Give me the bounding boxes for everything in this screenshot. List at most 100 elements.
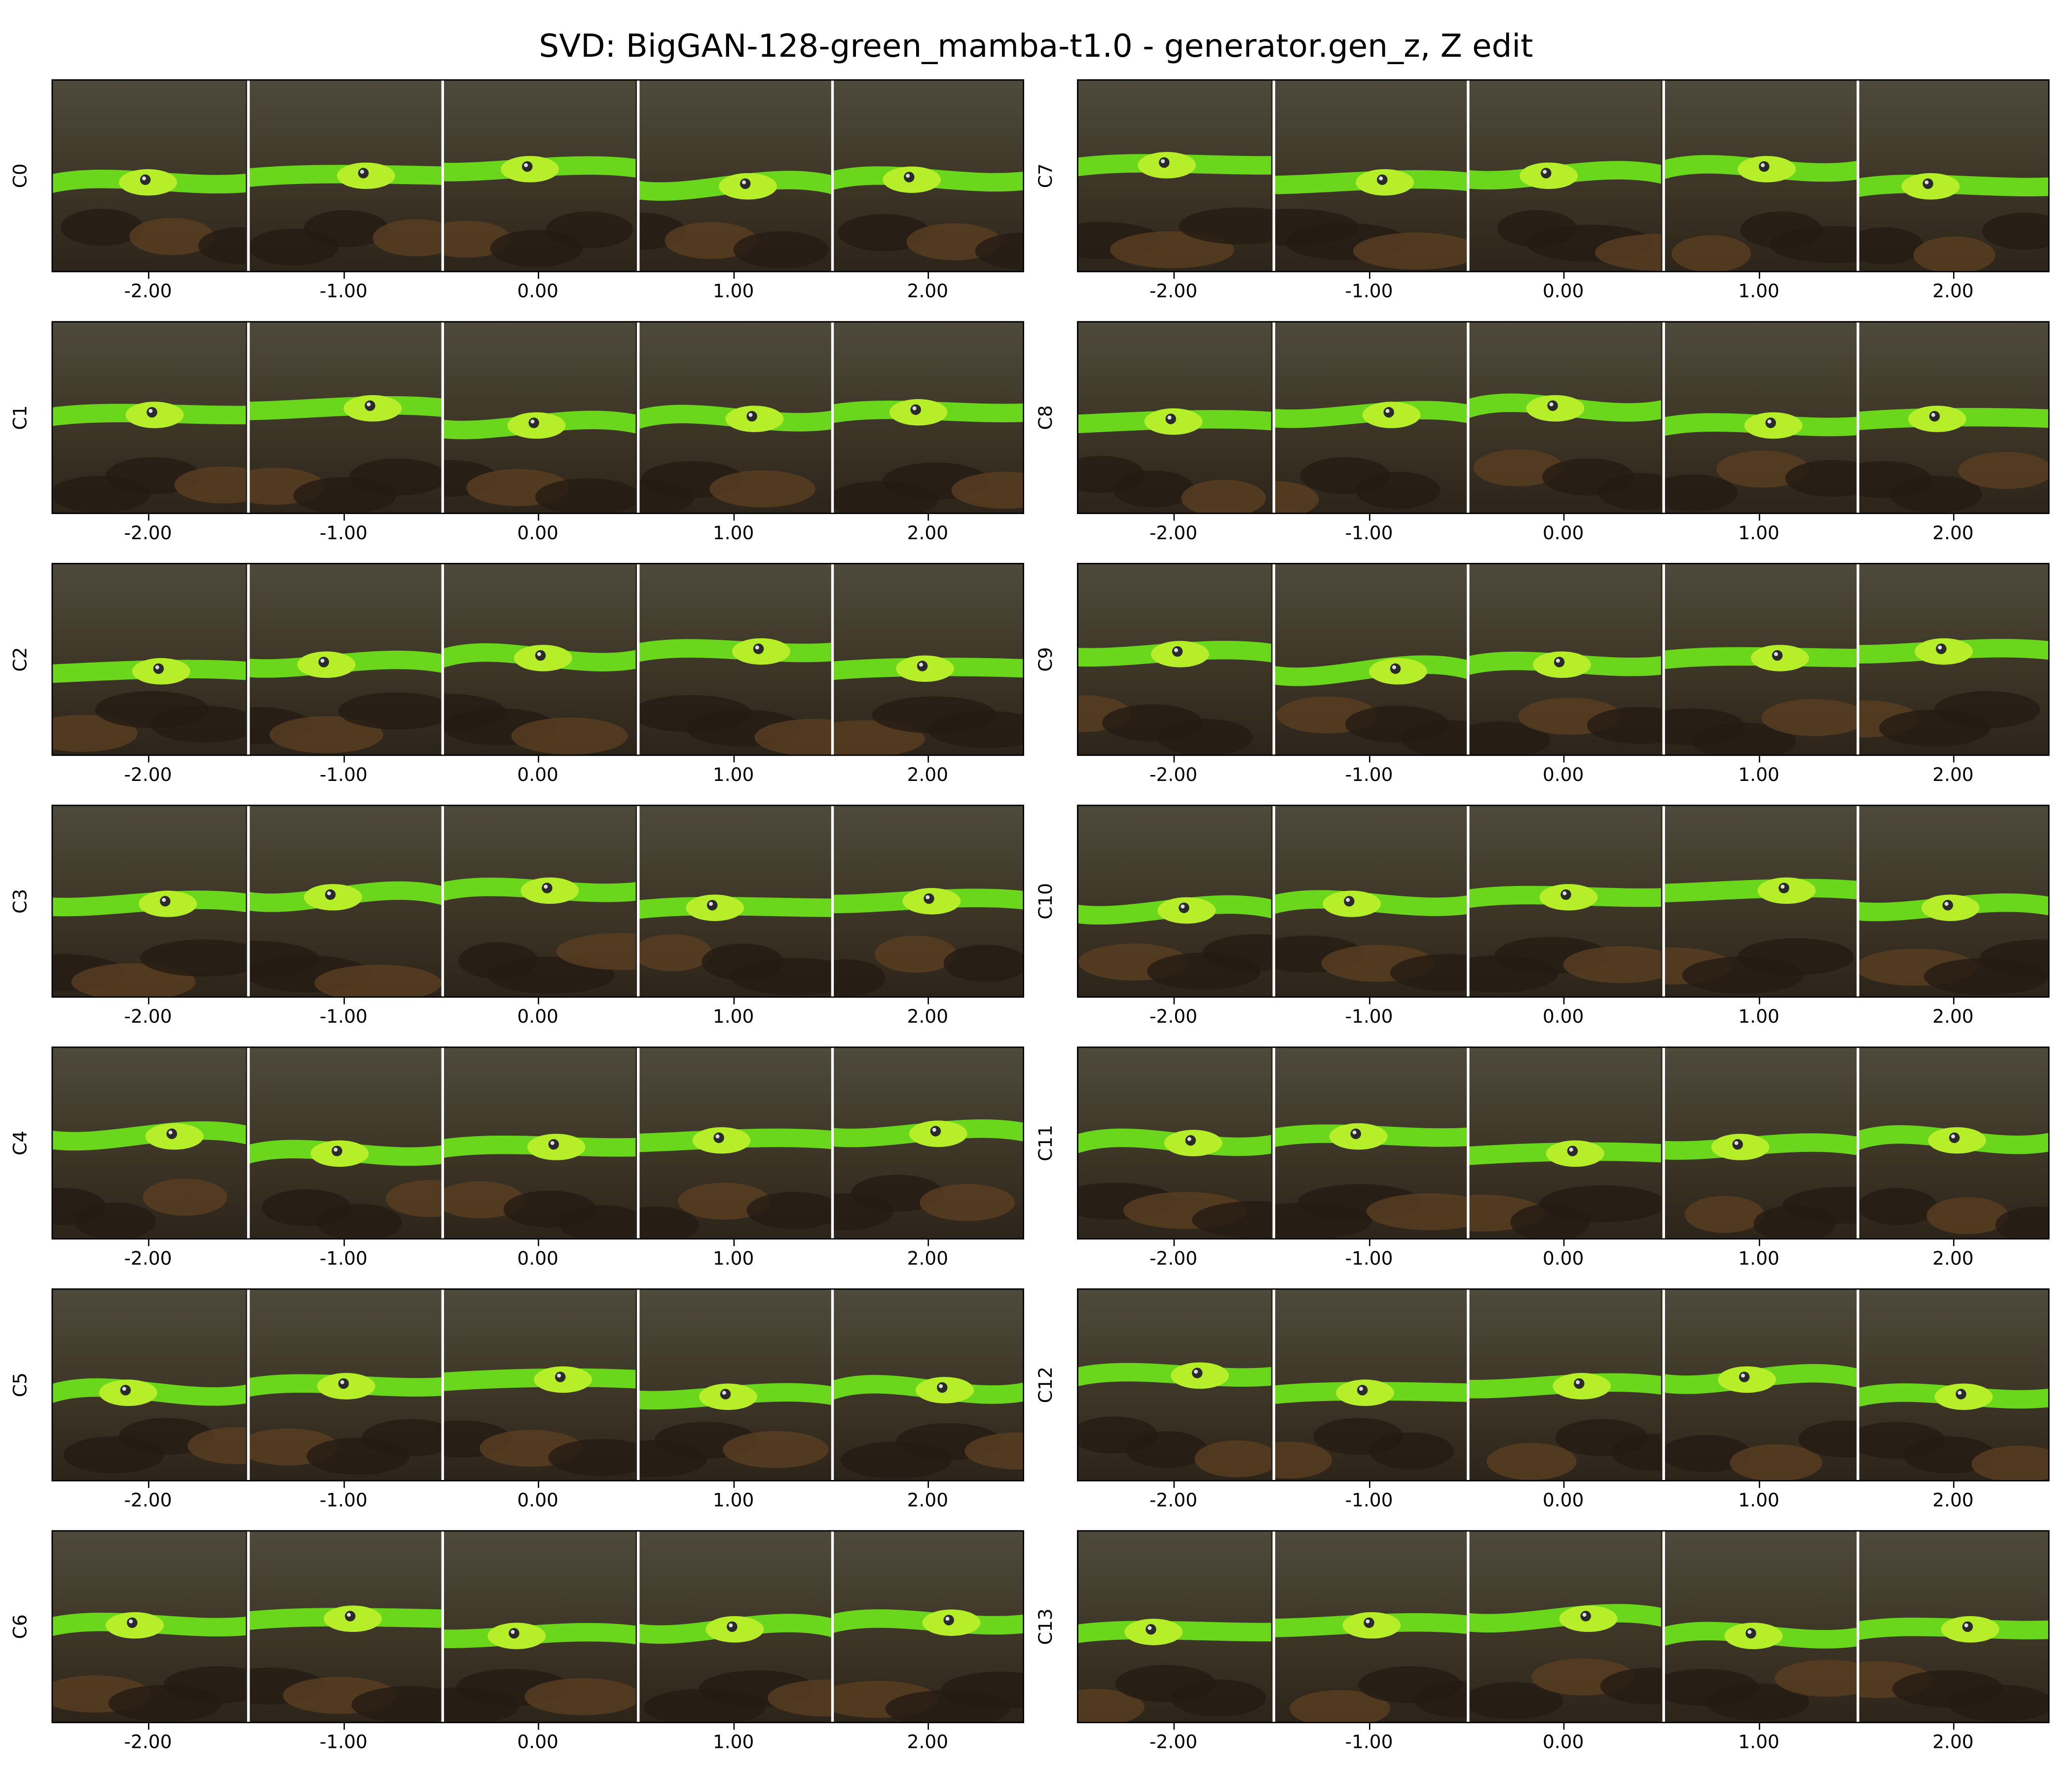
x-tick: [1953, 1723, 1955, 1730]
image-strip: [51, 1530, 1024, 1723]
panel-label: C4: [10, 1130, 32, 1155]
image-separator: [247, 1290, 250, 1480]
x-tick: [1759, 1723, 1760, 1730]
generated-image: [443, 322, 636, 513]
image-separator: [441, 806, 444, 997]
x-tick-label: 0.00: [517, 1007, 558, 1028]
x-tick: [343, 1723, 345, 1730]
x-tick-label: -1.00: [1345, 1732, 1393, 1754]
x-tick-label: 2.00: [1932, 1732, 1974, 1754]
image-strip: [51, 321, 1024, 514]
panel-label: C8: [1036, 405, 1057, 430]
image-separator: [1272, 1048, 1275, 1238]
x-tick-label: 0.00: [517, 281, 558, 303]
generated-image: [638, 1531, 831, 1722]
generated-image: [832, 1048, 1023, 1238]
x-tick-label: 1.00: [1738, 523, 1779, 545]
generated-image: [248, 564, 442, 755]
x-tick-label: 1.00: [712, 1490, 754, 1512]
image-separator: [247, 1048, 250, 1238]
generated-image: [443, 806, 636, 997]
panel-label: C5: [10, 1372, 32, 1398]
generated-image: [832, 806, 1023, 997]
generated-image: [53, 564, 246, 755]
image-separator: [1662, 1531, 1665, 1722]
x-tick: [1759, 1239, 1760, 1246]
generated-image: [832, 1290, 1023, 1480]
generated-image: [248, 322, 442, 513]
generated-image: [1468, 1531, 1661, 1722]
x-tick: [538, 756, 539, 763]
x-tick: [1759, 756, 1760, 763]
generated-image: [53, 322, 246, 513]
x-tick-label: -1.00: [319, 765, 368, 786]
image-separator: [831, 1531, 834, 1722]
x-tick-label: 2.00: [1932, 1249, 1974, 1270]
image-separator: [1662, 806, 1665, 997]
x-tick: [1563, 998, 1565, 1004]
image-separator: [1856, 80, 1859, 271]
x-tick-label: -1.00: [1345, 765, 1393, 786]
image-strip: [51, 79, 1024, 272]
image-separator: [1856, 564, 1859, 755]
x-tick-label: -2.00: [1149, 1732, 1198, 1754]
image-separator: [1467, 806, 1470, 997]
image-separator: [247, 80, 250, 271]
image-separator: [1856, 1290, 1859, 1480]
x-tick-label: 0.00: [1542, 1249, 1584, 1270]
generated-image: [1664, 806, 1857, 997]
generated-image: [248, 1531, 442, 1722]
generated-image: [1664, 564, 1857, 755]
generated-image: [1274, 1290, 1467, 1480]
generated-image: [248, 806, 442, 997]
generated-image: [1858, 806, 2048, 997]
x-tick-label: 1.00: [1738, 1732, 1779, 1754]
x-tick: [733, 1239, 735, 1246]
panel-label: C2: [10, 647, 32, 672]
panel-label: C13: [1036, 1608, 1057, 1645]
x-tick-label: 1.00: [712, 1249, 754, 1270]
x-tick-label: 2.00: [907, 523, 949, 545]
generated-image: [832, 322, 1023, 513]
generated-image: [638, 1290, 831, 1480]
x-tick: [1759, 514, 1760, 521]
x-tick-label: -1.00: [319, 1490, 368, 1512]
generated-image: [1274, 806, 1467, 997]
x-tick-label: 1.00: [712, 765, 754, 786]
image-separator: [1272, 1290, 1275, 1480]
x-tick: [343, 514, 345, 521]
x-tick-label: -2.00: [1149, 281, 1198, 303]
image-separator: [1467, 1290, 1470, 1480]
generated-image: [1858, 564, 2048, 755]
x-tick: [1173, 998, 1175, 1004]
x-tick: [148, 1481, 149, 1488]
image-separator: [831, 1048, 834, 1238]
x-tick: [343, 1481, 345, 1488]
x-tick-label: 2.00: [907, 765, 949, 786]
generated-image: [832, 564, 1023, 755]
generated-image: [443, 1290, 636, 1480]
generated-image: [53, 1048, 246, 1238]
image-strip: [1077, 563, 2050, 756]
generated-image: [1274, 564, 1467, 755]
panel-label: C10: [1036, 883, 1057, 920]
x-tick: [1173, 756, 1175, 763]
generated-image: [638, 1048, 831, 1238]
x-tick-label: -1.00: [319, 523, 368, 545]
generated-image: [1664, 322, 1857, 513]
generated-image: [443, 80, 636, 271]
x-tick-label: -1.00: [1345, 1249, 1393, 1270]
x-tick-label: 1.00: [1738, 765, 1779, 786]
image-separator: [1272, 564, 1275, 755]
x-tick: [1369, 1481, 1370, 1488]
x-tick-label: -1.00: [1345, 523, 1393, 545]
image-separator: [1272, 322, 1275, 513]
generated-image: [1078, 1290, 1271, 1480]
generated-image: [1274, 322, 1467, 513]
generated-image: [1274, 1531, 1467, 1722]
x-tick: [148, 1723, 149, 1730]
image-separator: [831, 1290, 834, 1480]
x-tick-label: -1.00: [1345, 1490, 1393, 1512]
generated-image: [1664, 1048, 1857, 1238]
